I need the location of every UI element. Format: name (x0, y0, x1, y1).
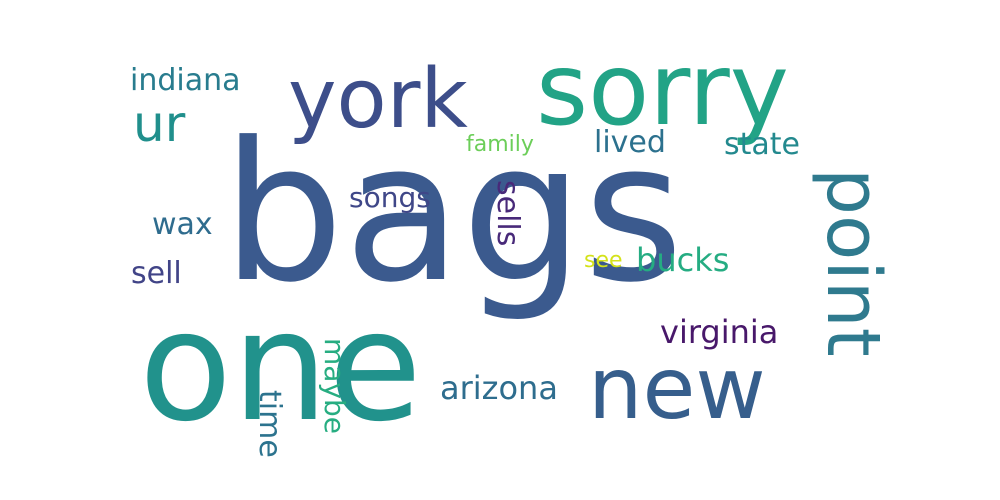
word-see: see (584, 248, 623, 273)
word-one: one (139, 278, 422, 455)
word-bags: bags (222, 102, 684, 325)
word-bucks: bucks (636, 241, 730, 279)
word-lived: lived (594, 125, 666, 160)
word-sell: sell (131, 256, 182, 291)
word-ur: ur (133, 95, 186, 153)
word-point: point (810, 168, 896, 357)
word-indiana: indiana (130, 63, 241, 98)
word-sorry: sorry (536, 31, 789, 148)
word-state: state (724, 127, 800, 162)
word-wax: wax (152, 207, 213, 242)
word-family: family (466, 132, 534, 157)
word-new: new (588, 339, 766, 439)
word-sells: sells (490, 180, 525, 247)
word-york: york (288, 52, 468, 147)
word-maybe: maybe (318, 338, 351, 435)
word-arizona: arizona (440, 369, 558, 407)
word-songs: songs (349, 181, 431, 214)
word-virginia: virginia (660, 313, 779, 351)
word-time: time (252, 390, 287, 458)
